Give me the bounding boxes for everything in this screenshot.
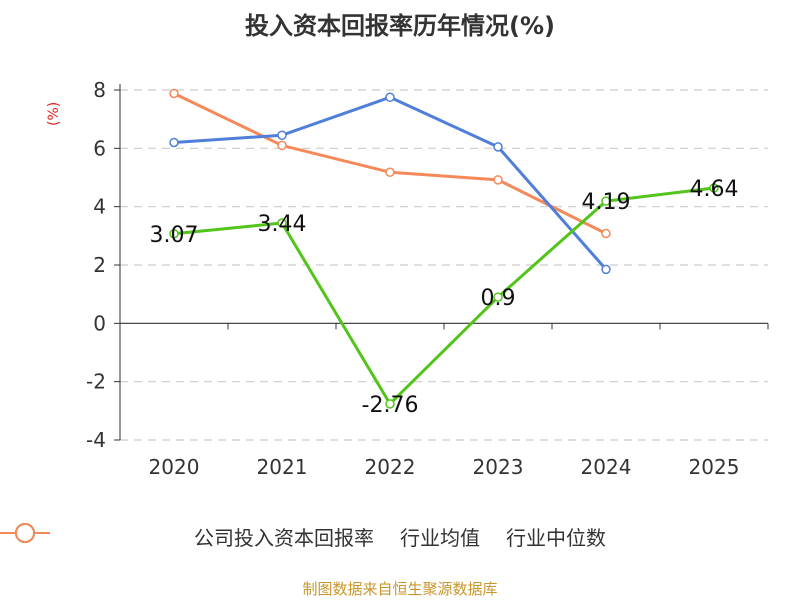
y-tick-label: 8: [93, 78, 106, 102]
x-tick-label: 2023: [473, 455, 524, 479]
y-tick-label: 6: [93, 136, 106, 160]
data-point: [169, 137, 179, 148]
data-point: [709, 183, 719, 193]
x-tick-label: 2022: [365, 455, 416, 479]
legend-label: 公司投入资本回报率: [194, 526, 374, 550]
data-point: [601, 228, 611, 239]
legend-marker-orange: [0, 523, 50, 543]
series-line-2: [173, 92, 607, 235]
legend-label: 行业中位数: [506, 526, 606, 550]
data-point: [601, 264, 611, 275]
data-point: [493, 292, 503, 302]
data-point: [169, 88, 179, 99]
x-tick-label: 2020: [149, 455, 200, 479]
data-label: 3.44: [258, 212, 307, 237]
data-point: [385, 399, 395, 409]
data-label: 3.07: [150, 223, 199, 248]
data-point: [385, 92, 395, 103]
y-tick-label: 0: [93, 311, 106, 335]
data-point: [277, 218, 287, 228]
legend-label: 行业均值: [400, 526, 480, 550]
data-point: [385, 167, 395, 177]
data-label: 4.19: [582, 190, 631, 215]
data-label: 0.9: [481, 286, 516, 311]
y-tick-label: -4: [86, 428, 106, 452]
y-tick-label: 4: [93, 195, 106, 219]
data-point: [601, 196, 611, 206]
series-line-0: [173, 186, 715, 406]
y-tick-label: 2: [93, 253, 106, 277]
legend-item-industry-median[interactable]: 行业中位数: [0, 522, 606, 551]
data-point: [277, 130, 287, 140]
legend-item-company-roic[interactable]: 公司投入资本回报率: [0, 522, 374, 551]
data-point: [277, 140, 287, 151]
data-label: 4.64: [690, 177, 739, 202]
x-tick-label: 2025: [689, 455, 740, 479]
y-tick-label: -2: [86, 370, 106, 394]
chart-legend: 公司投入资本回报率 行业均值 行业中位数: [0, 522, 800, 551]
data-point: [493, 175, 503, 185]
x-tick-label: 2021: [257, 455, 308, 479]
data-point: [169, 229, 179, 239]
legend-item-industry-mean[interactable]: 行业均值: [0, 522, 480, 551]
data-point: [493, 142, 503, 152]
chart-title: 投入资本回报率历年情况(%): [245, 12, 555, 40]
data-label: -2.76: [362, 393, 419, 418]
data-source-note: 制图数据来自恒生聚源数据库: [302, 580, 498, 598]
x-tick-label: 2024: [581, 455, 632, 479]
